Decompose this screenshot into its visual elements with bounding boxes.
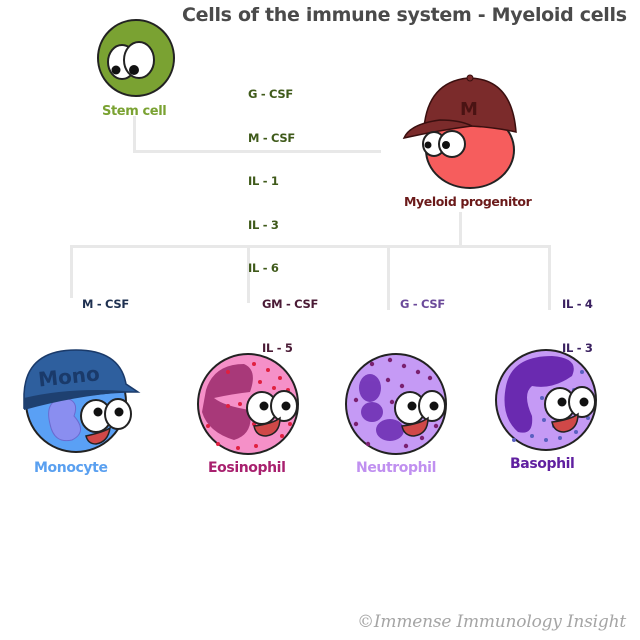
myeloid-progenitor-icon: M — [402, 74, 517, 189]
basophil-icon — [495, 349, 597, 451]
diagram-title: Cells of the immune system - Myeloid cel… — [182, 4, 627, 26]
neutrophil-icon — [345, 353, 447, 455]
factor-line: GM - CSF — [262, 297, 319, 311]
connector-stem-horizontal — [133, 150, 381, 153]
factor-neutrophil: G - CSF — [400, 268, 445, 326]
monocyte-label: Monocyte — [34, 460, 108, 476]
eosinophil-icon — [197, 353, 299, 455]
factor-line: G - CSF — [400, 297, 445, 311]
factor-line: M - CSF — [82, 297, 129, 311]
factor-line: IL - 5 — [262, 340, 293, 355]
connector-branch-horizontal — [70, 245, 551, 248]
connector-drop-basophil — [548, 245, 551, 310]
stem-factor: M - CSF — [248, 130, 295, 145]
factor-line: IL - 3 — [562, 340, 593, 355]
factor-eosinophil: GM - CSF IL - 5 — [262, 268, 318, 370]
stem-factor-list: G - CSF M - CSF IL - 1 IL - 3 IL - 6 — [248, 58, 295, 290]
connector-drop-monocyte — [70, 245, 73, 298]
copyright-credit: ©Immense Immunology Insight — [357, 612, 626, 632]
basophil-label: Basophil — [510, 456, 575, 472]
stem-factor: IL - 1 — [248, 174, 279, 188]
stem-factor: IL - 3 — [248, 217, 279, 232]
factor-basophil: IL - 4 IL - 3 — [562, 268, 593, 370]
factor-monocyte: M - CSF — [82, 268, 129, 326]
connector-drop-neutrophil — [387, 245, 390, 310]
stem-cell-label: Stem cell — [102, 104, 167, 119]
eosinophil-label: Eosinophil — [208, 460, 286, 476]
stem-factor: G - CSF — [248, 87, 293, 101]
stem-cell-icon — [97, 19, 175, 97]
stem-factor: IL - 6 — [248, 261, 279, 275]
connector-drop-eosinophil — [247, 245, 250, 303]
neutrophil-label: Neutrophil — [356, 460, 436, 476]
svg-text:M: M — [460, 99, 478, 120]
myeloid-progenitor-label: Myeloid progenitor — [404, 194, 532, 209]
factor-line: IL - 4 — [562, 297, 593, 311]
connector-myeloid-vertical — [459, 212, 462, 248]
monocyte-icon: Mono — [23, 349, 141, 453]
connector-stem-vertical — [133, 116, 136, 152]
